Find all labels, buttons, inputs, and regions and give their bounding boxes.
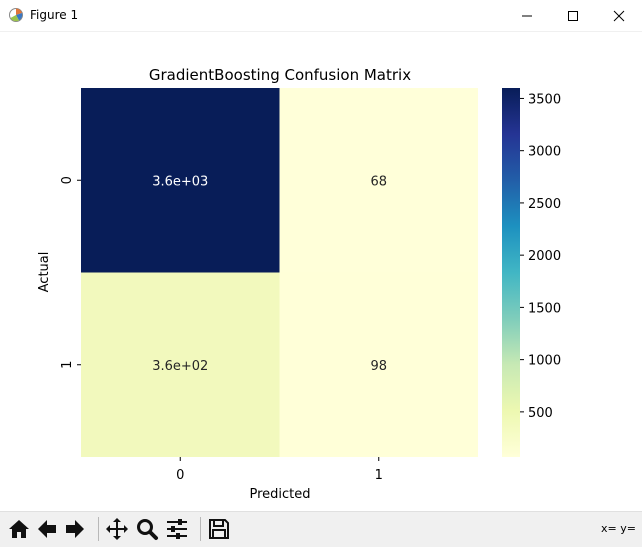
pan-icon xyxy=(105,517,129,541)
save-button[interactable] xyxy=(206,516,232,542)
minimize-icon xyxy=(521,10,533,22)
x-axis-label: Predicted xyxy=(249,487,310,502)
colorbar-tick-label: 2500 xyxy=(528,197,561,212)
forward-arrow-icon xyxy=(63,517,87,541)
cursor-coordinates: x= y= xyxy=(601,522,636,535)
colorbar-tick-label: 2000 xyxy=(528,249,561,264)
maximize-button[interactable] xyxy=(550,0,596,31)
cell-annotation: 3.6e+02 xyxy=(152,359,208,374)
colorbar-tick-label: 1000 xyxy=(528,354,561,369)
zoom-icon xyxy=(135,517,159,541)
y-tick-label: 0 xyxy=(60,176,75,184)
window-titlebar: Figure 1 xyxy=(0,0,642,32)
cell-annotation: 3.6e+03 xyxy=(152,174,208,189)
back-button[interactable] xyxy=(34,516,60,542)
configure-button[interactable] xyxy=(164,516,190,542)
cell-annotation: 68 xyxy=(370,174,387,189)
pan-button[interactable] xyxy=(104,516,130,542)
x-tick-label: 1 xyxy=(375,468,383,483)
back-arrow-icon xyxy=(35,517,59,541)
confusion-matrix-chart: GradientBoosting Confusion Matrix 3.6e+0… xyxy=(0,32,642,510)
zoom-button[interactable] xyxy=(134,516,160,542)
home-button[interactable] xyxy=(6,516,32,542)
app-icon xyxy=(8,7,24,23)
toolbar-separator xyxy=(200,517,201,541)
minimize-button[interactable] xyxy=(504,0,550,31)
colorbar xyxy=(502,88,520,457)
toolbar-separator xyxy=(98,517,99,541)
save-icon xyxy=(207,517,231,541)
window-title: Figure 1 xyxy=(30,8,78,22)
colorbar-tick-label: 3000 xyxy=(528,145,561,160)
figure-canvas[interactable]: GradientBoosting Confusion Matrix 3.6e+0… xyxy=(0,32,642,510)
y-axis-label: Actual xyxy=(37,252,52,293)
colorbar-tick-label: 1500 xyxy=(528,301,561,316)
chart-title: GradientBoosting Confusion Matrix xyxy=(149,66,411,84)
home-icon xyxy=(7,517,31,541)
y-tick-label: 1 xyxy=(60,361,75,369)
cell-annotation: 98 xyxy=(370,359,387,374)
sliders-icon xyxy=(165,517,189,541)
forward-button[interactable] xyxy=(62,516,88,542)
close-icon xyxy=(613,10,625,22)
navigation-toolbar: x= y= xyxy=(0,511,642,547)
x-tick-label: 0 xyxy=(176,468,184,483)
close-button[interactable] xyxy=(596,0,642,31)
colorbar-tick-label: 3500 xyxy=(528,92,561,107)
maximize-icon xyxy=(567,10,579,22)
colorbar-tick-label: 500 xyxy=(528,406,553,421)
